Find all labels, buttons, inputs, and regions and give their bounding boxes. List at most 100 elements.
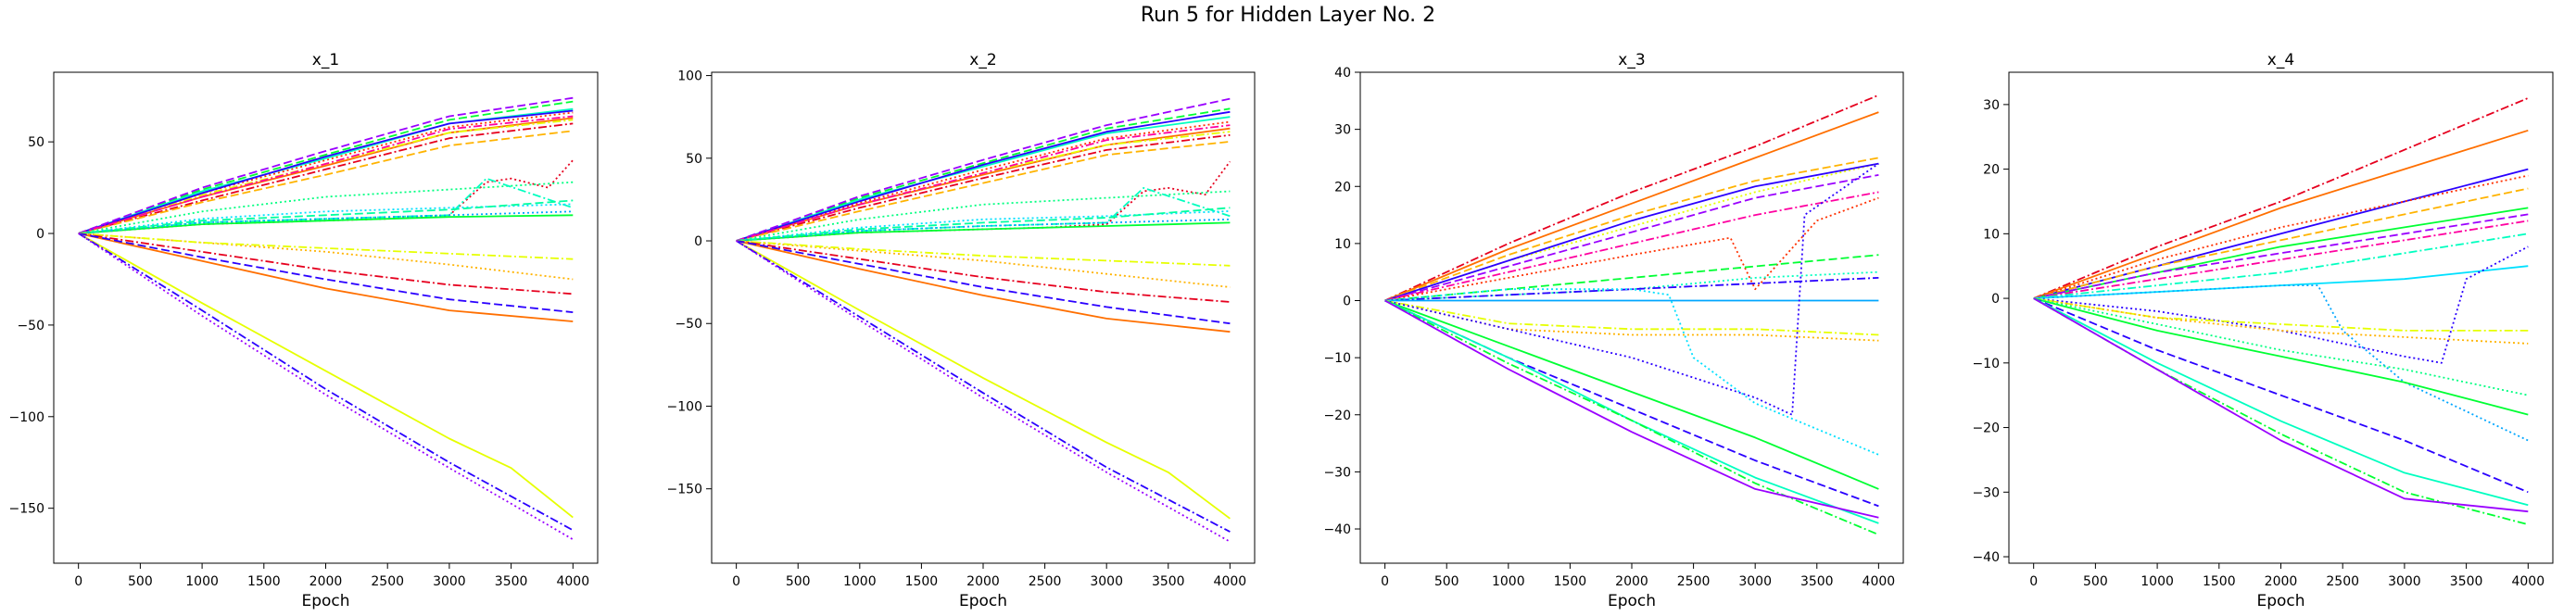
y-tick-label: −20 <box>1323 409 1351 423</box>
series-line-10 <box>78 115 574 234</box>
subplot-title: x_1 <box>312 51 339 69</box>
series-line-7 <box>736 116 1231 242</box>
series-line-4 <box>736 141 1231 242</box>
series-line-10 <box>2033 265 2529 299</box>
x-tick-label: 3000 <box>1090 574 1123 589</box>
series-line-23 <box>736 240 1231 520</box>
series-group <box>1384 94 1879 536</box>
series-line-8 <box>2033 220 2529 299</box>
x-tick-label: 2000 <box>966 574 1000 589</box>
series-line-17 <box>2033 297 2529 494</box>
series-line-12 <box>2033 284 2529 442</box>
x-tick-label: 1500 <box>2203 574 2236 589</box>
series-line-13 <box>1384 299 1879 336</box>
series-line-20 <box>78 233 574 295</box>
x-tick-label: 0 <box>1381 574 1389 589</box>
y-tick-label: 0 <box>694 234 702 249</box>
y-tick-label: −10 <box>1323 351 1351 366</box>
subplot-title: x_2 <box>969 51 996 69</box>
x-tick-label: 3500 <box>495 574 528 589</box>
series-line-9 <box>78 96 574 234</box>
y-tick-label: 30 <box>1983 98 2000 113</box>
plot-frame <box>1359 71 1904 564</box>
x-tick-label: 1500 <box>1554 574 1587 589</box>
series-line-20 <box>1384 299 1879 536</box>
y-tick-label: −50 <box>17 319 44 333</box>
series-line-19 <box>78 233 574 260</box>
subplot-x3: 0 500 1000 1500 2000 2500 3000 3500 4000 −40 −30 −2… <box>1323 51 1904 610</box>
series-line-19 <box>2033 297 2529 526</box>
series-line-4 <box>2033 174 2529 299</box>
series-line-2 <box>2033 129 2529 299</box>
y-tick-label: 30 <box>1334 123 1351 138</box>
x-tick-label: 1000 <box>1492 574 1525 589</box>
series-line-6 <box>2033 207 2529 299</box>
series-line-18 <box>2033 297 2529 507</box>
x-tick-label: 3500 <box>1152 574 1185 589</box>
x-tick-label: 2000 <box>2265 574 2298 589</box>
series-line-20 <box>736 240 1231 303</box>
y-tick-label: −30 <box>1323 465 1351 480</box>
subplot-title: x_3 <box>1618 51 1645 69</box>
x-tick-label: 4000 <box>1863 574 1896 589</box>
y-tick-label: 50 <box>686 152 702 167</box>
series-line-3 <box>1384 157 1879 302</box>
x-tick-label: 500 <box>786 574 811 589</box>
x-tick-label: 2500 <box>1677 574 1711 589</box>
y-tick-label: −30 <box>1972 485 2000 500</box>
series-line-21 <box>78 233 574 322</box>
series-line-15 <box>1384 162 1879 416</box>
x-tick-label: 1000 <box>843 574 877 589</box>
x-tick-label: 4000 <box>1214 574 1247 589</box>
figure-title: Run 5 for Hidden Layer No. 2 <box>1140 4 1436 27</box>
y-tick-label: −40 <box>1972 550 2000 565</box>
x-tick-label: 2000 <box>1615 574 1648 589</box>
x-tick-label: 4000 <box>2511 574 2544 589</box>
series-line-17 <box>78 199 574 234</box>
series-line-5 <box>1384 162 1879 302</box>
series-line-14 <box>2033 297 2529 345</box>
series-line-22 <box>736 240 1231 325</box>
x-tick-label: 1000 <box>185 574 219 589</box>
series-line-15 <box>78 214 574 234</box>
series-line-20 <box>2033 297 2529 513</box>
series-line-24 <box>78 233 574 532</box>
series-line-9 <box>2033 233 2529 299</box>
x-axis-label: Epoch <box>2256 592 2305 610</box>
series-line-21 <box>736 240 1231 333</box>
series-line-4 <box>78 130 574 234</box>
x-axis-label: Epoch <box>959 592 1007 610</box>
x-tick-label: 2000 <box>309 574 343 589</box>
x-tick-label: 3500 <box>1800 574 1834 589</box>
y-tick-label: −20 <box>1972 421 2000 436</box>
series-line-1 <box>78 122 574 234</box>
x-tick-label: 3000 <box>1738 574 1772 589</box>
x-tick-label: 0 <box>732 574 740 589</box>
series-line-8 <box>78 109 574 234</box>
series-line-2 <box>1384 111 1879 302</box>
series-line-6 <box>1384 174 1879 302</box>
series-line-15 <box>2033 297 2529 416</box>
x-tick-label: 1500 <box>905 574 939 589</box>
y-tick-label: 0 <box>1991 292 2000 307</box>
series-line-17 <box>736 207 1231 242</box>
series-line-24 <box>736 240 1231 533</box>
y-tick-label: 100 <box>677 69 702 84</box>
series-group <box>736 97 1231 543</box>
x-tick-label: 3500 <box>2450 574 2483 589</box>
x-tick-label: 4000 <box>556 574 589 589</box>
series-line-1 <box>1384 94 1879 302</box>
x-tick-label: 0 <box>74 574 82 589</box>
x-tick-label: 1500 <box>247 574 281 589</box>
y-tick-label: 20 <box>1983 163 2000 178</box>
x-tick-label: 0 <box>2029 574 2038 589</box>
y-tick-label: 0 <box>1343 295 1351 309</box>
series-line-6 <box>78 100 574 234</box>
series-line-3 <box>78 111 574 234</box>
series-line-12 <box>736 190 1231 242</box>
subplot-title: x_4 <box>2267 51 2294 69</box>
series-line-5 <box>2033 187 2529 299</box>
series-line-6 <box>736 107 1231 242</box>
x-axis-label: Epoch <box>1608 592 1656 610</box>
